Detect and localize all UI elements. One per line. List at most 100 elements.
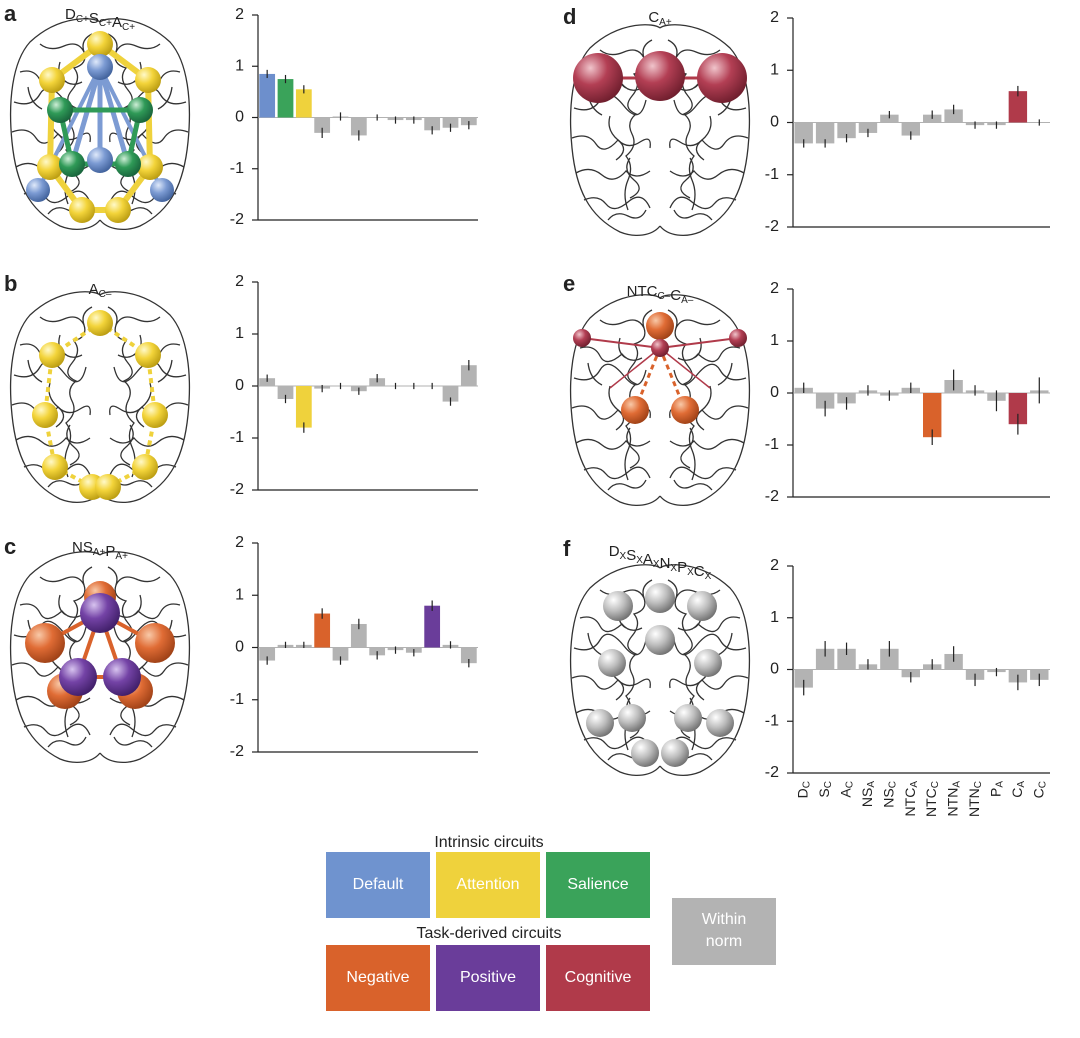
network-node [645,583,675,613]
bar [1008,91,1028,123]
y-tick-label: 1 [770,332,779,349]
y-tick-label: -1 [765,436,779,453]
brain-network [26,31,174,223]
network-node [687,591,717,621]
bar [442,117,459,128]
network-node [25,623,65,663]
brain-network [32,310,168,500]
y-tick-label: -2 [230,211,244,228]
bar-chart: -2 -1 0 1 2 [230,273,478,498]
panel-title: CA+ [648,9,672,28]
y-tick-label: 0 [235,109,244,126]
title-base: P [677,559,687,576]
y-tick-label: -1 [230,160,244,177]
network-node [729,329,747,347]
network-node [697,53,747,103]
y-tick-label: 0 [235,377,244,394]
title-base: A [89,281,99,298]
panel-title: NSA+PA+ [72,539,128,562]
legend-label: Default [353,876,404,893]
title-base: C [670,287,681,304]
network-edge [69,66,103,165]
network-node [32,402,58,428]
y-tick-label: 1 [235,57,244,74]
network-node [103,658,141,696]
bar [332,647,349,661]
title-base: A [643,551,653,568]
bar [858,122,878,133]
network-node [645,625,675,655]
x-tick-label: NSC [880,781,898,808]
legend-swatch [326,852,430,918]
network-node [674,704,702,732]
x-tick-label: PA [987,781,1005,797]
y-tick-label: 1 [235,586,244,603]
network-node [69,197,95,223]
network-node [37,154,63,180]
y-tick-label: -2 [765,764,779,781]
legend-label: Cognitive [565,969,632,986]
bar [922,393,942,438]
title-base: N [660,555,671,572]
title-subscript: X [705,571,712,582]
x-tick-label: NTCC [923,781,941,817]
title-base: C [648,9,659,26]
network-node [115,151,141,177]
title-subscript: A+ [93,547,106,558]
title-subscript: X [620,551,627,562]
bar [295,89,312,118]
title-subscript: A+ [659,17,672,28]
network-node [150,178,174,202]
network-node [603,591,633,621]
bar-chart: -2 -1 0 1 2 [765,280,1050,505]
y-tick-label: 0 [770,661,779,678]
y-tick-label: 2 [235,273,244,290]
network-node [87,31,113,57]
network-node [621,396,649,424]
bar [295,386,312,428]
panel-title: NTCC–CA– [627,283,694,306]
bar [350,117,367,136]
title-subscript: A+ [115,551,128,562]
network-node [26,178,50,202]
network-node [671,396,699,424]
network-node [651,339,669,357]
network-node [42,454,68,480]
bar [880,648,899,670]
title-base: A [112,14,122,31]
network-node [132,454,158,480]
network-node [87,310,113,336]
bar [314,117,331,133]
network-node [137,154,163,180]
title-base: D [609,543,620,560]
legend-label: Negative [346,969,409,986]
legend-label: Salience [567,876,628,893]
legend-label: norm [706,933,742,950]
title-subscript: C+ [76,14,89,25]
y-tick-label: 0 [770,114,779,131]
network-edge [609,347,661,389]
title-subscript: X [687,567,694,578]
y-tick-label: 2 [770,9,779,26]
title-base: NTC [627,283,658,300]
y-tick-label: -2 [765,218,779,235]
brain-network [25,581,175,709]
y-tick-label: -1 [230,429,244,446]
y-tick-label: -2 [765,488,779,505]
network-node [573,329,591,347]
title-base: D [65,6,76,23]
y-tick-label: -2 [230,743,244,760]
panel-letter: e [563,271,575,296]
y-tick-label: 0 [770,384,779,401]
network-edge [46,41,154,213]
network-node [142,402,168,428]
bar [424,605,441,648]
network-node [127,97,153,123]
x-tick-label: AC [837,781,855,798]
y-tick-label: -1 [765,166,779,183]
title-base: S [89,10,99,27]
title-subscript: X [653,559,660,570]
network-node [573,53,623,103]
bar [1008,393,1028,425]
panel-letter: a [4,1,17,26]
